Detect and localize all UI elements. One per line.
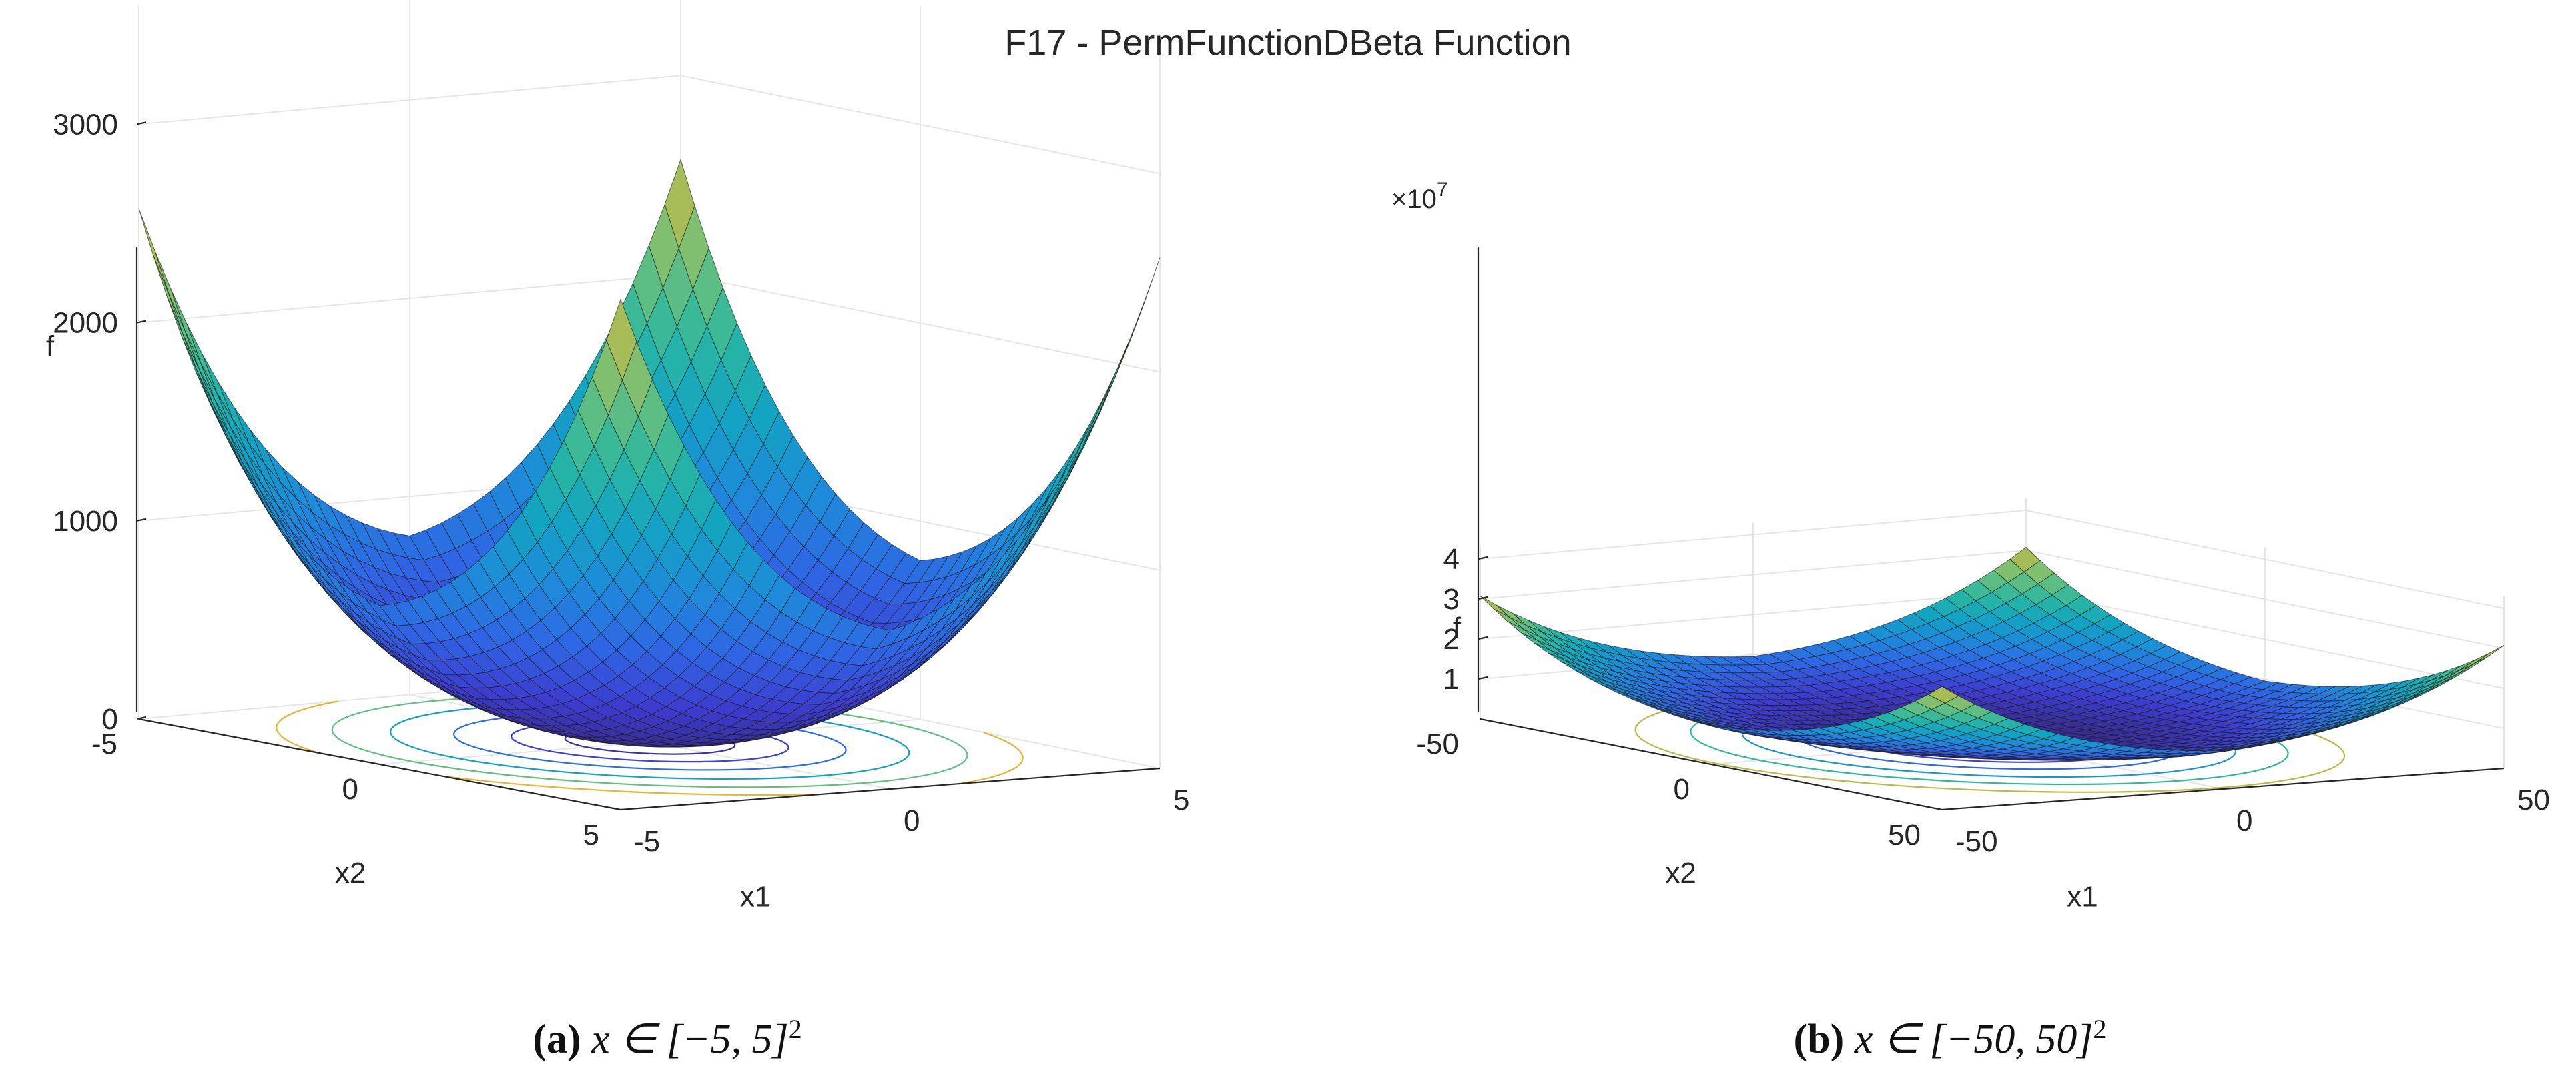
surface-patch — [138, 208, 170, 295]
surface-patch — [184, 330, 216, 400]
x2-tick-labels: -50 0 50 — [1416, 728, 1921, 851]
x1-axis-line — [1941, 767, 2505, 811]
x1-axis-label: x1 — [740, 881, 771, 913]
caption-a-label: (a) — [533, 1017, 581, 1062]
z-tick — [1478, 556, 1488, 560]
panel-b-surface-plot: 1 2 3 4 f ×107 -50 0 50 x2 -50 0 50 x1 — [1391, 179, 2550, 913]
z-tick — [136, 121, 147, 125]
caption-a-text: x ∈ [−5, 5] — [581, 1017, 789, 1062]
surface-patch — [1927, 686, 1959, 704]
x1-tick-label: -5 — [634, 825, 660, 858]
z-axis-label: f — [1453, 612, 1462, 644]
z-tick-label: 0 — [102, 703, 118, 736]
caption-b-label: (b) — [1794, 1017, 1845, 1062]
surface-patch — [167, 296, 198, 372]
caption-b-sup: 2 — [2093, 1014, 2106, 1044]
surface-mesh — [138, 159, 1161, 748]
x2-axis-label: x2 — [1665, 857, 1696, 889]
z-tick-label: 2000 — [53, 307, 118, 340]
x1-tick-labels: -50 0 50 — [1955, 784, 2550, 858]
z-tick — [1478, 676, 1488, 680]
x2-tick-labels: -5 0 5 — [91, 728, 599, 851]
z-gridline — [1480, 509, 2505, 609]
z-tick-label: 3 — [1443, 583, 1460, 616]
z-gridline — [138, 75, 1161, 175]
x1-axis-line — [620, 767, 1161, 811]
x1-tick-label: 50 — [2517, 784, 2550, 817]
surface-patch — [2459, 652, 2491, 671]
z-tick-label: 4 — [1443, 543, 1460, 576]
surface-patch — [152, 254, 184, 335]
z-tick-label: 3000 — [53, 108, 118, 141]
z-tick-label: 2 — [1443, 623, 1460, 656]
x2-tick-label: -50 — [1416, 728, 1459, 760]
x1-axis-label: x1 — [2067, 881, 2098, 913]
x2-tick-label: 50 — [1888, 819, 1921, 851]
x2-axis-label: x2 — [335, 857, 366, 889]
surface-patch — [1050, 445, 1081, 503]
surface-patch — [1059, 424, 1090, 482]
surface-patch — [168, 294, 200, 370]
surface-patch — [154, 250, 186, 331]
surface-patch — [606, 298, 637, 381]
z-tick-label: 1000 — [53, 505, 118, 538]
surface-mesh — [1480, 546, 2505, 761]
z-axis-label: f — [46, 330, 55, 363]
surface-patch — [2473, 645, 2505, 665]
z-tick — [136, 320, 147, 324]
x2-tick-label: -5 — [91, 728, 117, 760]
caption-a: (a) x ∈ [−5, 5]2 — [533, 1014, 801, 1062]
surface-patch — [1480, 596, 1510, 618]
caption-a-sup: 2 — [789, 1014, 802, 1044]
caption-b: (b) x ∈ [−50, 50]2 — [1794, 1014, 2107, 1062]
x2-tick-label: 5 — [583, 819, 599, 851]
z-tick — [1478, 596, 1488, 600]
z-tick-labels: 1 2 3 4 — [1443, 543, 1488, 696]
z-exponent-label: ×107 — [1391, 179, 1448, 214]
x1-tick-labels: -5 0 5 — [634, 784, 1189, 858]
z-tick — [136, 518, 147, 522]
x2-axis-line — [138, 718, 621, 811]
x1-tick-label: 0 — [904, 804, 920, 837]
x1-tick-label: 5 — [1173, 784, 1189, 817]
surface-patch — [1044, 448, 1076, 502]
z-tick — [1478, 636, 1488, 640]
x2-axis-line — [1480, 718, 1943, 811]
z-tick-labels: 0 1000 2000 3000 — [53, 108, 147, 736]
z-tick-label: 1 — [1443, 663, 1460, 696]
figure-title: F17 - PermFunctionDBeta Function — [1004, 23, 1571, 63]
z-tick — [136, 716, 147, 720]
surface-patch — [170, 288, 202, 364]
x1-tick-label: 0 — [2236, 804, 2252, 837]
caption-b-text: x ∈ [−50, 50] — [1844, 1017, 2093, 1062]
x1-tick-label: -50 — [1955, 825, 1998, 858]
x2-tick-label: 0 — [342, 773, 358, 806]
floor-contour — [276, 686, 1024, 796]
x2-tick-label: 0 — [1674, 773, 1690, 806]
